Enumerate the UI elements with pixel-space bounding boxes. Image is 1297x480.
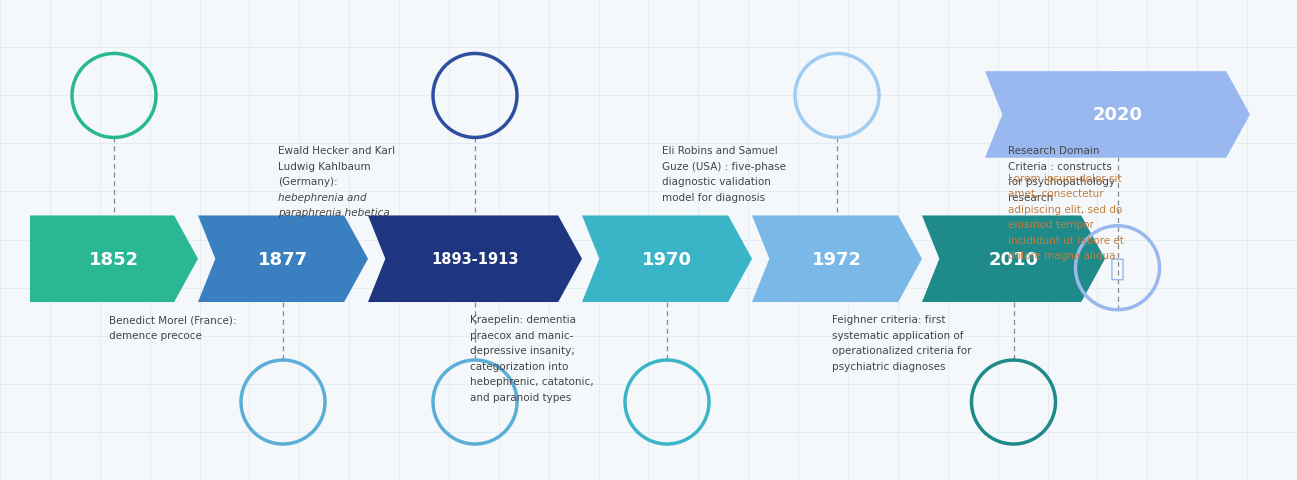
Text: Benedict Morel (France):: Benedict Morel (France): <box>109 314 236 324</box>
Text: hebephrenia and: hebephrenia and <box>278 192 367 203</box>
Text: Lorem ipsum dolor sit: Lorem ipsum dolor sit <box>1008 173 1121 183</box>
Text: 🚢: 🚢 <box>1110 256 1124 280</box>
Text: 1877: 1877 <box>258 250 309 268</box>
Text: demence precoce: demence precoce <box>109 330 202 340</box>
Text: eiusmod tempor: eiusmod tempor <box>1008 220 1093 230</box>
Text: categorization into: categorization into <box>470 361 568 371</box>
Polygon shape <box>368 216 582 302</box>
Text: for psychopathology: for psychopathology <box>1009 177 1115 187</box>
Text: (Germany):: (Germany): <box>278 177 337 187</box>
Text: research: research <box>1009 192 1053 203</box>
Text: Guze (USA) : five-phase: Guze (USA) : five-phase <box>661 162 786 171</box>
Polygon shape <box>582 216 752 302</box>
Text: psychiatric diagnoses: psychiatric diagnoses <box>831 361 946 371</box>
Polygon shape <box>984 72 1250 158</box>
Text: Ewald Hecker and Karl: Ewald Hecker and Karl <box>278 146 396 156</box>
Text: model for diagnosis: model for diagnosis <box>661 192 765 203</box>
Polygon shape <box>198 216 368 302</box>
Text: praecox and manic-: praecox and manic- <box>470 330 573 340</box>
Text: Research Domain: Research Domain <box>1009 146 1100 156</box>
Polygon shape <box>752 216 922 302</box>
Text: Kraepelin: dementia: Kraepelin: dementia <box>470 314 576 324</box>
Polygon shape <box>922 216 1105 302</box>
Polygon shape <box>30 216 198 302</box>
Text: diagnostic validation: diagnostic validation <box>661 177 770 187</box>
Text: and paranoid types: and paranoid types <box>470 392 571 402</box>
Text: hebephrenic, catatonic,: hebephrenic, catatonic, <box>470 376 594 386</box>
Text: dolore magna aliqua.: dolore magna aliqua. <box>1008 251 1118 261</box>
Text: Eli Robins and Samuel: Eli Robins and Samuel <box>661 146 778 156</box>
Text: paraphrenia hebetica: paraphrenia hebetica <box>278 208 390 218</box>
Text: incididunt ut labore et: incididunt ut labore et <box>1008 235 1123 245</box>
Text: operationalized criteria for: operationalized criteria for <box>831 345 971 355</box>
Text: systematic application of: systematic application of <box>831 330 964 340</box>
Text: 2010: 2010 <box>988 250 1039 268</box>
Text: Criteria : constructs: Criteria : constructs <box>1009 162 1113 171</box>
Text: amet, consectetur: amet, consectetur <box>1008 189 1104 199</box>
Text: 1893-1913: 1893-1913 <box>431 252 519 267</box>
Text: 2020: 2020 <box>1092 106 1143 124</box>
Text: 1972: 1972 <box>812 250 863 268</box>
Text: 1970: 1970 <box>642 250 693 268</box>
Text: adipiscing elit, sed do: adipiscing elit, sed do <box>1008 204 1122 214</box>
Text: depressive insanity;: depressive insanity; <box>470 345 575 355</box>
Text: Ludwig Kahlbaum: Ludwig Kahlbaum <box>278 162 371 171</box>
Text: Feighner criteria: first: Feighner criteria: first <box>831 314 946 324</box>
Text: 1852: 1852 <box>89 250 139 268</box>
